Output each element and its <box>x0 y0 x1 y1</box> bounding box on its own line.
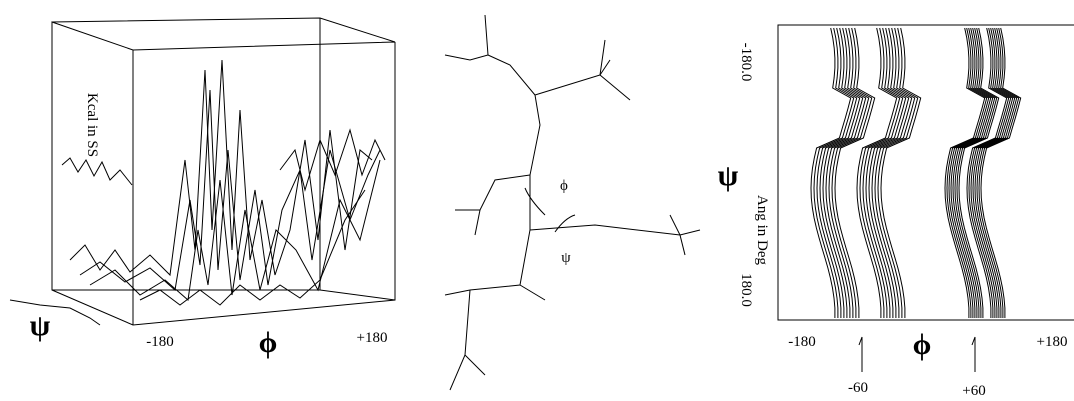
contour-line <box>880 27 922 318</box>
contour-line <box>822 27 864 318</box>
bond <box>464 354 486 376</box>
marker-arrow <box>858 336 863 372</box>
bond <box>599 59 611 76</box>
contour-plot: -180.0 180.0 Ang in Deg ψ -180 +180 ϕ -6… <box>718 24 1074 399</box>
y-bottom-label: 180.0 <box>738 273 754 307</box>
molecule: ϕ ψ <box>444 14 701 391</box>
x-axis-symbol: ϕ <box>259 326 278 359</box>
bond <box>529 224 701 236</box>
plot-frame <box>777 24 1074 321</box>
surface <box>139 189 366 306</box>
phi-label: ϕ <box>560 178 568 194</box>
contour-line <box>954 27 996 318</box>
x-min-label: -180 <box>146 334 174 350</box>
y-axis-symbol: ψ <box>718 159 739 192</box>
contour-line <box>968 27 1010 318</box>
bond <box>449 289 471 391</box>
contour-line <box>980 27 1022 318</box>
contour-line <box>974 27 1016 318</box>
bond <box>444 14 489 61</box>
surface <box>79 89 381 291</box>
y-unit-label: Ang in Deg <box>754 195 770 265</box>
contour-line <box>856 27 898 318</box>
bond <box>519 284 546 301</box>
rotation-arrow <box>524 187 546 216</box>
x-max-label: +180 <box>1037 334 1068 350</box>
box <box>51 17 396 326</box>
bond <box>679 234 686 256</box>
contour-line <box>834 27 876 318</box>
surface <box>69 59 373 277</box>
contour-line <box>828 27 870 318</box>
contour-line <box>810 27 852 318</box>
contour-line <box>819 27 861 318</box>
contour-line <box>877 27 919 318</box>
x-max-label: +180 <box>357 330 388 346</box>
contour-line <box>966 27 1008 318</box>
contour-line <box>825 27 867 318</box>
surface <box>61 157 133 186</box>
contour-line <box>865 27 907 318</box>
contour-line <box>952 27 994 318</box>
marker-right-label: +60 <box>962 383 985 399</box>
marker-left-label: -60 <box>848 380 868 396</box>
contour-line <box>871 27 913 318</box>
psi-label: ψ <box>561 250 571 266</box>
bond <box>669 214 681 236</box>
box <box>319 289 396 301</box>
surface <box>9 299 101 326</box>
contour-line <box>956 27 998 318</box>
contour-line <box>976 27 1018 318</box>
surface <box>279 128 386 192</box>
rotation-arrow <box>554 214 576 233</box>
bond <box>474 209 481 236</box>
contour-line <box>948 27 990 318</box>
y-axis-symbol: ψ <box>30 309 51 342</box>
contour-line <box>978 27 1020 318</box>
z-axis-label: Kcal in SS <box>84 93 100 157</box>
contour-line <box>950 27 992 318</box>
contour-line <box>958 27 1000 318</box>
contour-line <box>813 27 855 318</box>
contour-line <box>944 27 986 318</box>
contour-line <box>859 27 901 318</box>
contour-line <box>946 27 988 318</box>
bond <box>534 39 606 96</box>
x-axis-symbol: ϕ <box>913 328 932 361</box>
surface-plot: -180 +180 ϕ ψ Kcal in SS <box>9 17 396 359</box>
contour-line <box>816 27 858 318</box>
bond <box>455 174 531 211</box>
contour-line <box>831 27 873 318</box>
y-top-label: -180.0 <box>738 43 754 82</box>
bond <box>444 289 471 296</box>
contour-line <box>868 27 910 318</box>
contour-line <box>970 27 1012 318</box>
x-min-label: -180 <box>788 334 816 350</box>
bond <box>599 74 631 101</box>
marker-arrow <box>971 336 976 372</box>
contour-line <box>874 27 916 318</box>
bond <box>469 54 541 291</box>
surface <box>89 159 381 301</box>
contour-line <box>972 27 1014 318</box>
contour-line <box>862 27 904 318</box>
